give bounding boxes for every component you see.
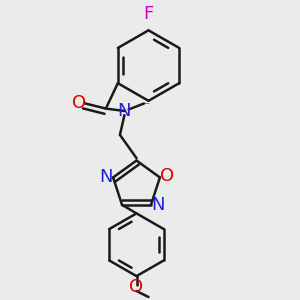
Text: F: F	[143, 5, 154, 23]
Text: O: O	[160, 167, 174, 185]
Text: methyl: methyl	[145, 102, 150, 104]
Text: O: O	[129, 278, 144, 296]
Text: N: N	[118, 102, 131, 120]
Text: methyl: methyl	[146, 102, 151, 104]
Text: O: O	[72, 94, 86, 112]
Text: N: N	[99, 168, 113, 186]
Text: N: N	[152, 196, 165, 214]
